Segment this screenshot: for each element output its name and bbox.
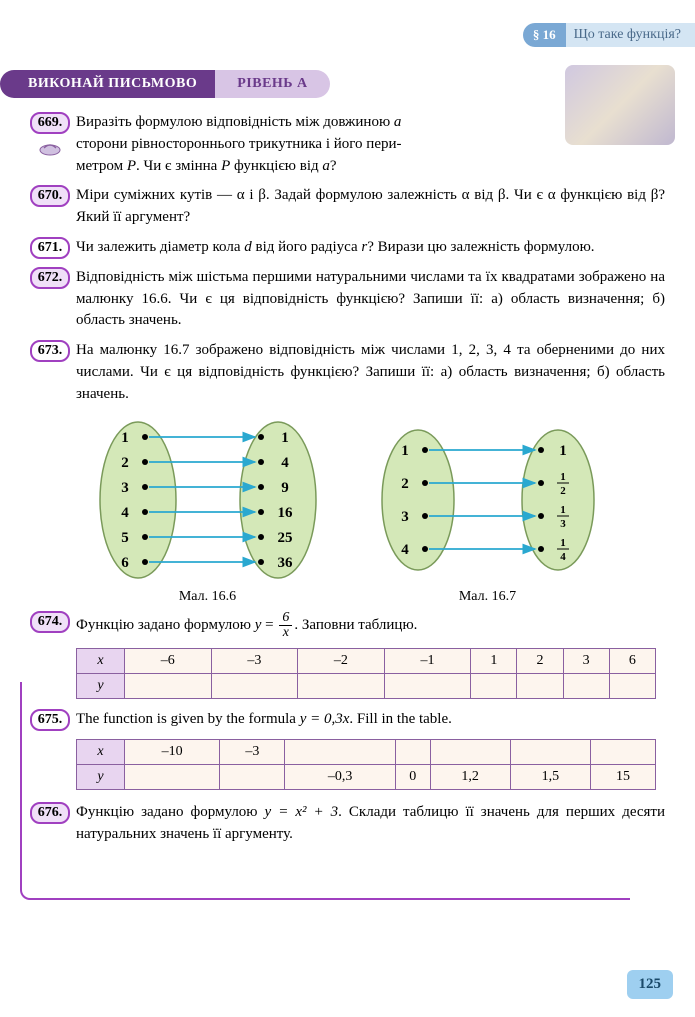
mapping-diagram-1: 1 2 3 4 5 6 1 4 9 16 25 36 <box>83 415 333 585</box>
page-number: 125 <box>627 970 674 999</box>
svg-text:4: 4 <box>281 455 289 471</box>
cell: 1 <box>471 649 517 674</box>
svg-text:1: 1 <box>560 471 566 483</box>
svg-text:2: 2 <box>401 476 409 492</box>
problem-text: На малюнку 16.7 зображено відповідність … <box>76 340 665 405</box>
diagram-16-6: 1 2 3 4 5 6 1 4 9 16 25 36 Мал. 16.6 <box>83 415 333 605</box>
svg-text:6: 6 <box>121 555 129 571</box>
problem-number: 675. <box>30 709 70 731</box>
ribbon-level: РІВЕНЬ А <box>215 70 329 98</box>
diagrams-row: 1 2 3 4 5 6 1 4 9 16 25 36 Мал. 16.6 1 2 3 4 1 1 2 1 3 1 4 … <box>30 415 665 605</box>
cell: –3 <box>211 649 298 674</box>
problem-672: 672. Відповідність між шістьма першими н… <box>30 267 665 332</box>
svg-text:25: 25 <box>277 530 292 546</box>
mapping-diagram-2: 1 2 3 4 1 1 2 1 3 1 4 <box>363 415 613 585</box>
problem-670: 670. Міри суміжних кутів — α і β. Задай … <box>30 185 665 229</box>
svg-text:1: 1 <box>559 443 567 459</box>
cell: 3 <box>563 649 609 674</box>
problem-number: 671. <box>30 237 70 259</box>
svg-text:36: 36 <box>277 555 293 571</box>
svg-text:1: 1 <box>281 430 289 446</box>
problem-number: 670. <box>30 185 70 207</box>
problem-text: Міри суміжних кутів — α і β. Задай форму… <box>76 185 665 229</box>
svg-text:4: 4 <box>121 505 129 521</box>
svg-text:2: 2 <box>560 485 566 497</box>
section-header: § 16 Що таке функція? <box>523 22 695 48</box>
problem-number: 669. <box>30 112 70 134</box>
cell: –2 <box>298 649 385 674</box>
problem-674: 674. Функцію задано формулою y = 6x. Зап… <box>30 611 665 640</box>
diagram-16-7: 1 2 3 4 1 1 2 1 3 1 4 Мал. 16.7 <box>363 415 613 605</box>
problem-number: 676. <box>30 802 70 824</box>
svg-text:4: 4 <box>401 542 409 558</box>
problem-number: 672. <box>30 267 70 289</box>
ribbon-main: ВИКОНАЙ ПИСЬМОВО <box>0 70 215 98</box>
cell: 2 <box>517 649 563 674</box>
problem-669: 669. Виразіть формулою відповідність між… <box>30 112 665 177</box>
section-tag: § 16 <box>523 23 566 47</box>
row-header: x <box>77 649 125 674</box>
svg-text:9: 9 <box>281 480 289 496</box>
table-row: x –6 –3 –2 –1 1 2 3 6 <box>77 649 656 674</box>
writing-icon <box>38 136 62 156</box>
svg-text:3: 3 <box>560 518 566 530</box>
problem-number: 673. <box>30 340 70 362</box>
problem-text: Відповідність між шістьма першими натура… <box>76 267 665 332</box>
svg-text:3: 3 <box>401 509 409 525</box>
svg-text:2: 2 <box>121 455 129 471</box>
problem-text: The function is given by the formula y =… <box>76 709 665 731</box>
problem-675: 675. The function is given by the formul… <box>30 709 665 731</box>
problem-text: Чи залежить діаметр кола d від його раді… <box>76 237 665 259</box>
svg-text:1: 1 <box>560 504 566 516</box>
svg-text:4: 4 <box>560 551 566 563</box>
cell: 6 <box>609 649 655 674</box>
diagram-caption: Мал. 16.7 <box>363 589 613 605</box>
cell: –6 <box>125 649 212 674</box>
problem-text: Функцію задано формулою y = 6x. Заповни … <box>76 611 665 640</box>
svg-text:5: 5 <box>121 530 129 546</box>
svg-text:1: 1 <box>560 537 566 549</box>
svg-text:16: 16 <box>277 505 293 521</box>
diagram-caption: Мал. 16.6 <box>83 589 333 605</box>
svg-text:1: 1 <box>121 430 129 446</box>
problem-671: 671. Чи залежить діаметр кола d від його… <box>30 237 665 259</box>
problem-673: 673. На малюнку 16.7 зображено відповідн… <box>30 340 665 405</box>
cell: –1 <box>384 649 471 674</box>
problem-text: Функцію задано формулою y = x² + 3. Скла… <box>76 802 665 846</box>
svg-text:1: 1 <box>401 443 409 459</box>
problem-text: Виразіть формулою відповідність між довж… <box>76 112 665 177</box>
svg-text:3: 3 <box>121 480 129 496</box>
problem-676: 676. Функцію задано формулою y = x² + 3.… <box>30 802 665 846</box>
problem-number: 674. <box>30 611 70 633</box>
section-title: Що таке функція? <box>566 23 695 47</box>
